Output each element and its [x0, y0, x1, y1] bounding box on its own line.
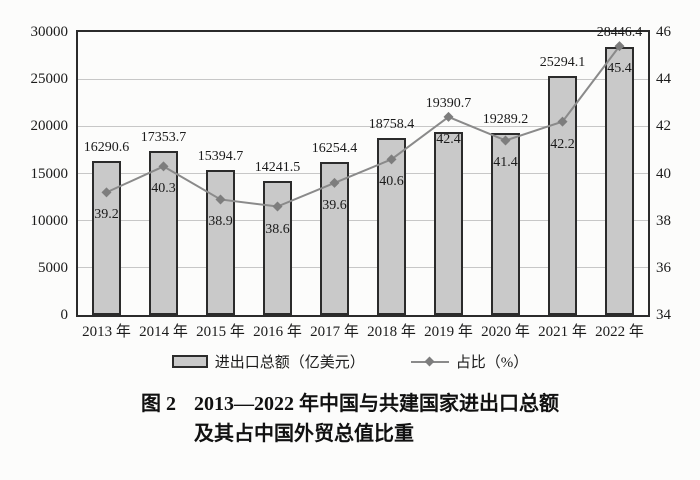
legend-item-bar-series: 进出口总额（亿美元）	[171, 351, 365, 372]
bar-value-label: 18758.4	[368, 117, 415, 133]
line-marker-icon	[101, 187, 112, 198]
bar-2022年	[605, 46, 634, 315]
trend-line	[106, 45, 621, 208]
figure-title-line1: 2013—2022 年中国与共建国家进出口总额	[194, 393, 559, 415]
legend-line-label: 占比（%）	[455, 355, 529, 371]
line-marker-icon	[215, 194, 226, 205]
line-marker-icon	[443, 111, 454, 122]
right-axis-tick-label: 36	[656, 259, 671, 276]
bar-2015年	[206, 169, 235, 315]
line-value-label: 38.6	[265, 221, 290, 237]
figure-number: 图 2	[141, 393, 176, 415]
figure-caption: 图 2 2013—2022 年中国与共建国家进出口总额 及其占中国外贸总值比重	[0, 389, 700, 449]
plot-area: 16290.6 17353.7 15394.7 14241.5 16254.4 18758…	[76, 25, 650, 317]
bar-value-label: 14241.5	[254, 159, 301, 175]
left-axis-tick-label: 25000	[30, 71, 69, 88]
line-value-label: 39.6	[322, 197, 347, 213]
line-value-label: 42.4	[436, 131, 461, 147]
x-axis-category-label: 2016 年	[253, 324, 302, 340]
line-value-label: 38.9	[208, 214, 233, 230]
right-axis-tick-label: 38	[656, 212, 671, 229]
chart-legend: 进出口总额（亿美元） 占比（%）	[0, 351, 700, 372]
x-axis-category-label: 2018 年	[367, 324, 416, 340]
gridline	[78, 173, 648, 174]
gridline	[78, 267, 648, 269]
bar-value-label: 16254.4	[311, 140, 358, 156]
x-axis-category-label: 2019 年	[424, 324, 473, 340]
line-marker-icon	[386, 154, 397, 165]
bar-value-label: 19289.2	[482, 112, 529, 128]
x-axis-category-label: 2015 年	[196, 324, 245, 340]
bar-2020年	[491, 133, 520, 315]
bar-value-label: 28446.4	[596, 25, 643, 41]
legend-item-line-series: 占比（%）	[410, 351, 529, 372]
bar-series-swatch-icon	[171, 355, 208, 368]
line-marker-icon	[158, 161, 169, 172]
line-marker-icon	[272, 201, 283, 212]
x-axis-category-label: 2021 年	[538, 324, 587, 340]
bar-value-label: 15394.7	[197, 148, 244, 164]
bar-2014年	[149, 151, 178, 315]
x-axis-category-label: 2022 年	[595, 324, 644, 340]
line-marker-icon	[614, 41, 625, 52]
gridline	[78, 125, 648, 127]
line-series-swatch-icon	[410, 355, 449, 368]
line-value-label: 40.3	[151, 181, 176, 197]
line-marker-icon	[500, 135, 511, 146]
line-value-label: 40.6	[379, 174, 404, 190]
left-axis-tick-label: 5000	[38, 259, 68, 276]
figure-title-line2: 及其占中国外贸总值比重	[194, 423, 414, 445]
figure-title: 2013—2022 年中国与共建国家进出口总额 及其占中国外贸总值比重	[194, 389, 559, 449]
line-marker-icon	[557, 116, 568, 127]
line-value-label: 41.4	[493, 155, 518, 171]
left-axis-tick-label: 15000	[30, 165, 69, 182]
line-value-label: 45.4	[607, 61, 632, 77]
bar-2019年	[434, 132, 463, 315]
left-axis-tick-label: 30000	[30, 24, 69, 40]
x-axis-category-label: 2013 年	[82, 324, 131, 340]
left-axis-tick-label: 10000	[30, 212, 69, 229]
right-axis-tick-label: 44	[656, 71, 671, 88]
bar-value-label: 25294.1	[539, 55, 586, 71]
trend-line-layer	[101, 41, 625, 212]
left-axis-tick-label: 20000	[30, 118, 69, 135]
line-value-label: 39.2	[94, 207, 119, 223]
right-axis-tick-label: 42	[656, 118, 671, 135]
gridline	[78, 220, 648, 222]
line-marker-icon	[329, 177, 340, 188]
right-axis-tick-label: 40	[656, 165, 671, 182]
x-axis-category-label: 2020 年	[481, 324, 530, 340]
legend-bar-label: 进出口总额（亿美元）	[214, 355, 365, 371]
right-axis-tick-label: 34	[656, 307, 671, 323]
bar-value-label: 16290.6	[83, 140, 130, 156]
x-axis-category-label: 2014 年	[139, 324, 188, 340]
bar-2021年	[548, 76, 577, 315]
gridline	[78, 78, 648, 80]
line-value-label: 42.2	[550, 136, 575, 152]
left-axis-tick-label: 0	[60, 307, 69, 323]
bar-value-label: 17353.7	[140, 130, 187, 146]
bar-value-label: 19390.7	[425, 95, 472, 111]
right-axis-tick-label: 46	[656, 24, 671, 40]
bar-2018年	[377, 138, 406, 315]
x-axis-category-label: 2017 年	[310, 324, 359, 340]
